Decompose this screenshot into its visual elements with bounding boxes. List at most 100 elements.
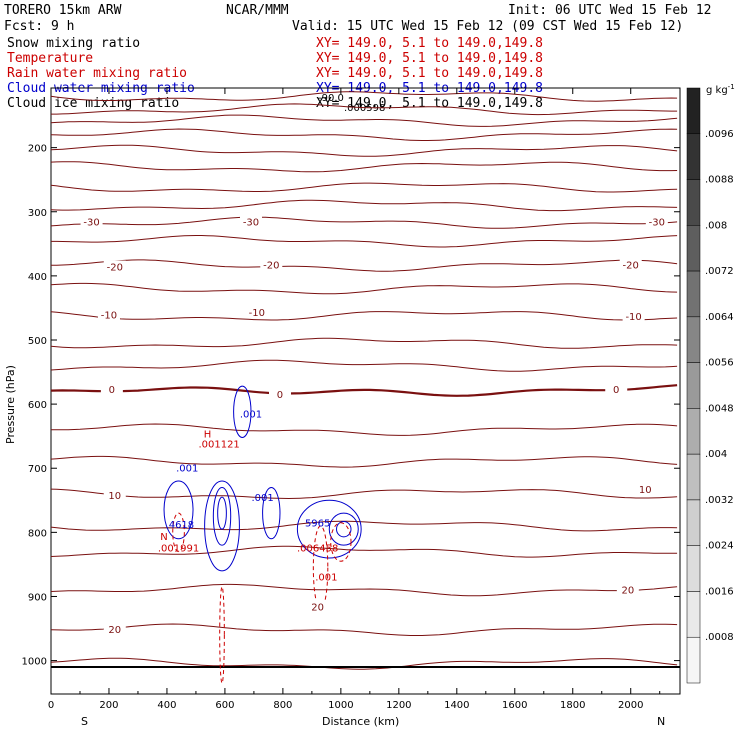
isotherm-label-bg	[268, 388, 291, 401]
field-xy-snow: XY= 149.0, 5.1 to 149.0,149.8	[316, 36, 543, 51]
isotherm-line	[50, 259, 678, 272]
plot-frame	[50, 87, 681, 695]
isotherm-label-bg	[97, 308, 120, 321]
x-axis-title: Distance (km)	[322, 715, 399, 728]
field-xy-cloud-ice: XY= 149.0, 5.1 to 149.0,149.8	[316, 96, 543, 111]
x-tick-label: 2000	[618, 700, 643, 711]
rain-water-label: .006458	[297, 544, 338, 555]
field-name-snow: Snow mixing ratio	[7, 36, 140, 51]
colorbar-swatch	[686, 408, 701, 455]
isotherm-line	[50, 583, 678, 597]
cloud-water-contour	[163, 480, 194, 540]
isotherm-label-bg	[103, 488, 126, 501]
colorbar-unit: g kg-1	[706, 83, 735, 96]
y-tick-label: 400	[28, 272, 47, 283]
rain-water-contour	[219, 586, 225, 684]
x-tick-label: 1400	[444, 700, 469, 711]
field-name-rain: Rain water mixing ratio	[7, 66, 187, 81]
isotherm-label: -20	[107, 263, 123, 274]
isotherm-label: 20	[108, 625, 121, 636]
colorbar-tick-label: .0008	[705, 632, 734, 643]
isotherm-label: -10	[101, 311, 117, 322]
cloud-water-contour	[212, 486, 232, 546]
colorbar-swatch	[686, 591, 701, 638]
y-tick-label: 200	[28, 144, 47, 155]
cloud-water-contour	[328, 512, 359, 546]
valid-label: Valid: 15 UTC Wed 15 Feb 12 (09 CST Wed …	[292, 19, 683, 34]
north-label: N	[657, 715, 665, 728]
isotherm-label: -30	[83, 218, 99, 229]
isotherm-label-bg	[260, 258, 283, 271]
colorbar-swatch	[686, 225, 701, 272]
temperature-contours	[50, 91, 680, 670]
x-axis: 0 200 400 600 800 1000 1200 1400 1600 1800 2000	[48, 88, 661, 711]
y-tick-label: 500	[28, 336, 47, 347]
field-list: Snow mixing ratio XY= 149.0, 5.1 to 149.…	[7, 36, 543, 114]
colorbar-swatch	[686, 499, 701, 546]
x-tick-label: 600	[215, 700, 234, 711]
isotherm-line	[51, 103, 678, 116]
overlap-label-b: .000598	[344, 103, 385, 114]
isotherm-line	[50, 161, 678, 173]
colorbar-tick-label: .0016	[705, 586, 734, 597]
cloud-water-contour	[204, 480, 240, 572]
isotherm-label: -20	[623, 261, 639, 272]
x-tick-label: 1800	[560, 700, 585, 711]
isotherm-line	[50, 199, 678, 212]
colorbar-tick-label: .008	[705, 220, 727, 231]
colorbar-swatch	[686, 362, 701, 409]
x-tick-label: 1200	[386, 700, 411, 711]
y-tick-label: 700	[28, 464, 47, 475]
y-tick-label: 600	[28, 400, 47, 411]
isotherm-label-bg	[240, 215, 263, 228]
org-label: NCAR/MMM	[226, 3, 289, 18]
isotherm-line	[50, 311, 678, 321]
colorbar-swatch	[686, 316, 701, 363]
field-name-cloud-ice: Cloud ice mixing ratio	[7, 96, 179, 111]
isotherm-line	[50, 182, 678, 193]
isotherm-line	[50, 144, 678, 157]
isotherm-label-bg	[100, 383, 123, 396]
y-tick-label: 800	[28, 528, 47, 539]
rain-water-label: H	[204, 429, 212, 440]
cloud-water-label: 4618	[169, 520, 194, 531]
init-label: Init: 06 UTC Wed 15 Feb 12	[508, 3, 712, 18]
isotherm-label-bg	[634, 483, 657, 496]
rain-water-contour	[172, 512, 185, 553]
cloud-water-contour	[296, 499, 362, 559]
isotherm-label-bg	[645, 215, 668, 228]
colorbar-tick-label: .0024	[705, 541, 734, 552]
rain-water-label: .001121	[198, 440, 239, 451]
isotherm-label-bg	[619, 258, 642, 271]
hydrometeor-contours	[163, 385, 362, 684]
cloud-water-contour	[233, 385, 252, 438]
isotherm-label: -20	[263, 261, 279, 272]
x-tick-label: 0	[48, 700, 54, 711]
colorbar-swatch	[686, 453, 701, 501]
isotherm-label-bg	[103, 622, 126, 635]
colorbar: g kg-1 .0096 .0088 .008 .0072 .0064 .0056 .004…	[686, 83, 735, 684]
cloud-water-label: 5965	[305, 519, 330, 530]
rain-water-contour	[312, 525, 329, 610]
y-tick-label: 1000	[22, 657, 47, 668]
x-tick-label: 1600	[502, 700, 527, 711]
x-tick-label: 1000	[328, 700, 353, 711]
colorbar-tick-label: .0048	[705, 403, 734, 414]
cloud-water-contour	[217, 496, 227, 530]
isotherm-label-bg	[622, 309, 645, 322]
cloud-water-label: .001	[240, 410, 262, 421]
isotherm-line	[50, 91, 678, 102]
colorbar-tick-label: .0088	[705, 175, 734, 186]
isotherm-line	[50, 423, 678, 436]
cloud-water-label: .001	[176, 463, 198, 474]
isotherm-label: -30	[649, 218, 665, 229]
colorbar-swatch	[686, 179, 701, 226]
colorbar-swatch	[686, 87, 701, 135]
y-axis-title: Pressure (hPa)	[4, 365, 17, 444]
colorbar-swatch	[686, 636, 701, 684]
overlap-label-a: -90.0	[318, 93, 344, 104]
rain-water-label: N	[160, 532, 167, 543]
colorbar-swatch	[686, 133, 701, 180]
